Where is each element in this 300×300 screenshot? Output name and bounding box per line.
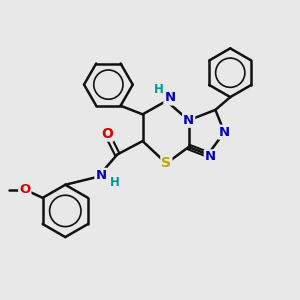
Text: N: N	[219, 126, 230, 139]
Text: H: H	[110, 176, 119, 189]
Text: N: N	[164, 92, 175, 104]
Text: N: N	[95, 169, 106, 182]
Text: N: N	[183, 114, 194, 127]
Text: O: O	[101, 127, 113, 141]
Text: S: S	[161, 156, 171, 170]
Text: H: H	[154, 83, 164, 96]
Text: N: N	[205, 150, 216, 163]
Text: O: O	[19, 183, 30, 196]
